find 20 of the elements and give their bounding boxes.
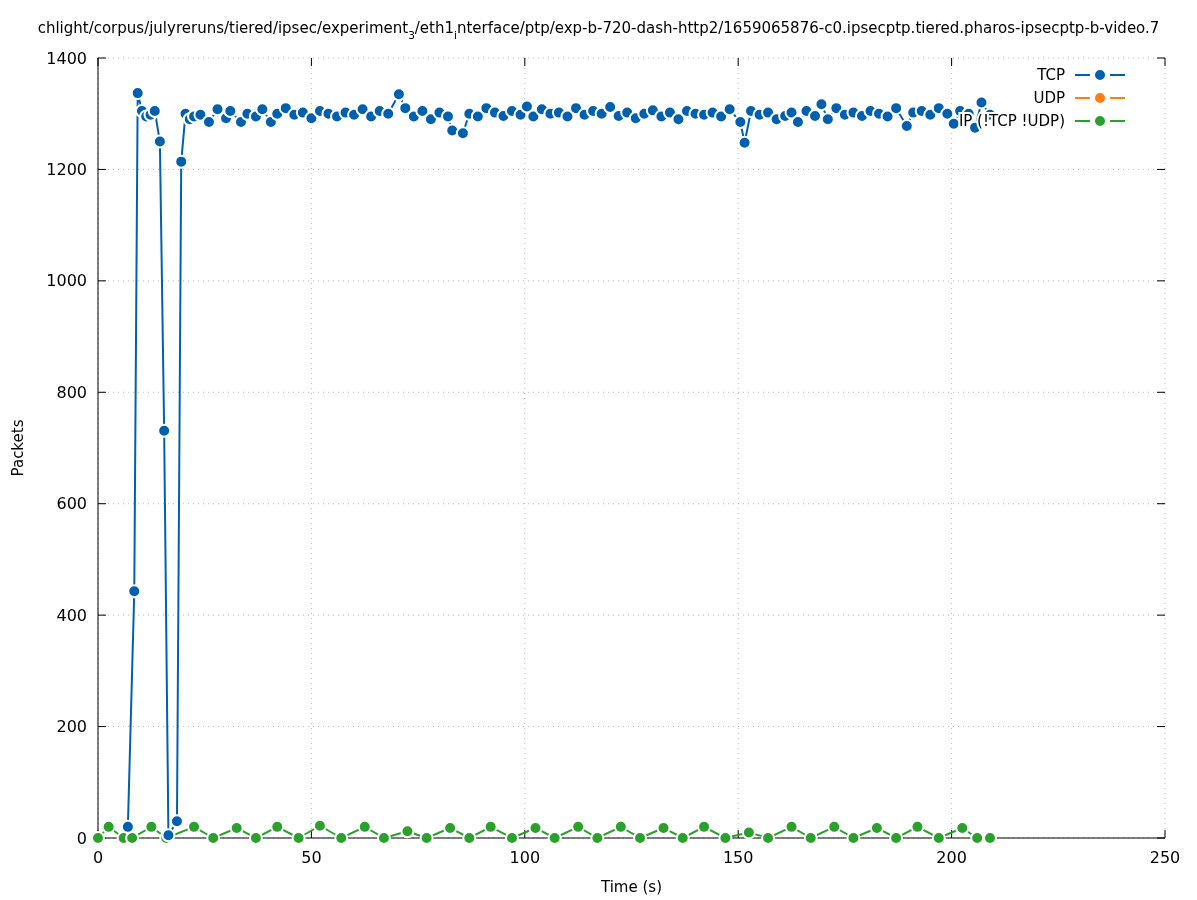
- x-tick-label: 200: [936, 848, 967, 867]
- y-tick-label: 1000: [46, 271, 87, 291]
- chart-title: chlight/corpus/julyreruns/tiered/ipsec/experiment$_{3}$/eth1$_{i}$nterface/ptp/exp-b-720-dash-http2/1659065876-c0.ipsecptp.tiered.pharos-ipsecptp-b-video.7: [37, 19, 1160, 41]
- x-axis-title: Time (s): [600, 878, 662, 896]
- y-tick-label: 1400: [46, 48, 87, 68]
- y-tick-label: 800: [56, 382, 87, 402]
- legend-label: UDP: [1033, 89, 1065, 107]
- y-tick-label: 0: [76, 828, 87, 848]
- y-tick-label: 1200: [46, 159, 87, 179]
- y-axis-title: Packets: [9, 419, 27, 477]
- x-tick-label: 150: [722, 848, 754, 867]
- legend-label: IP (!TCP !UDP): [958, 112, 1065, 130]
- x-tick-label: 100: [509, 848, 541, 867]
- y-tick-label: 600: [56, 494, 87, 514]
- y-tick-label: 400: [56, 605, 87, 625]
- y-tick-label: 200: [56, 717, 87, 737]
- legend-label: TCP: [1036, 66, 1065, 84]
- x-tick-label: 50: [301, 848, 322, 867]
- x-tick-label: 0: [92, 848, 104, 867]
- x-tick-label: 250: [1149, 848, 1181, 867]
